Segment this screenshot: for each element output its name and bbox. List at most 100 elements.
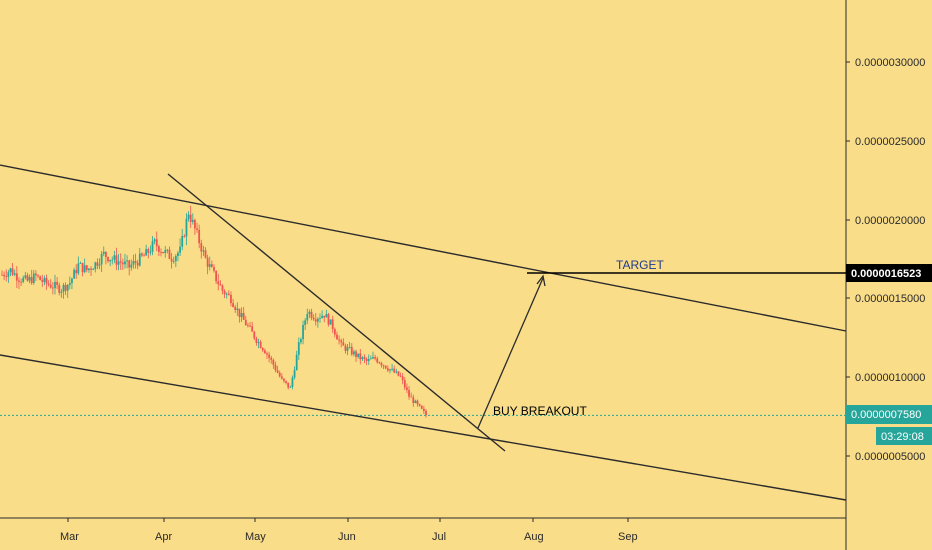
candle-body [83,265,86,273]
candle-body [73,269,75,279]
candle-body [285,380,287,383]
candle-body [204,250,207,258]
candle-body [272,359,275,365]
candle-body [151,241,154,252]
candle-body [418,404,421,406]
candle-body [79,262,82,264]
candle-body [270,357,273,360]
time-tick-label: Apr [155,531,172,543]
candle-body [168,249,171,259]
target-annotation[interactable]: TARGET [616,258,664,272]
candle-body [219,284,222,286]
time-tick-marks [67,518,629,522]
candle-body [355,351,357,357]
candle-body [327,314,330,325]
candle-body [363,357,366,359]
candle-body [259,341,262,349]
candle-body [410,396,413,398]
candle-body [47,283,50,285]
candle-body [302,324,304,340]
candle-body [242,313,245,320]
candle-body [56,281,59,285]
candle-body [336,334,338,340]
candle-body [107,257,109,262]
candle-body [132,261,135,265]
candle-body [185,218,188,237]
candle-body [338,339,340,341]
candle-body [18,280,20,282]
candle-body [389,369,391,371]
candle-body [249,325,251,327]
candle-body [96,262,99,266]
candle-body [60,291,63,293]
candle-body [406,387,408,390]
candle-body [306,313,309,321]
candle-body [346,347,349,351]
countdown-label: 03:29:08 [881,431,924,443]
candle-body [221,285,224,291]
candle-body [183,236,186,237]
candle-body [232,303,234,307]
lower-channel-line[interactable] [0,354,847,501]
candle-body [35,273,37,276]
candle-body [15,273,18,281]
candle-body [331,319,334,330]
candle-body [408,389,410,397]
candle-body [251,326,254,332]
candle-body [43,278,46,282]
candle-body [26,275,29,281]
candle-body [202,250,205,252]
candle-body [213,266,215,271]
candle-body [376,358,379,363]
price-tick-label: 0.0000020000 [855,215,925,227]
candle-body [153,239,156,242]
candle-body [117,261,120,265]
candle-body [134,261,137,263]
candle-body [157,246,160,252]
candle-body [257,341,260,343]
falling-resistance-line[interactable] [167,173,506,452]
projection-arrow[interactable] [477,277,544,429]
candle-body [276,370,279,373]
candle-body [359,353,362,360]
candle-body [236,308,239,311]
candle-body [162,251,165,254]
candle-body [166,249,169,251]
candlestick-series [1,205,427,418]
candle-body [121,262,124,265]
candle-body [181,236,184,247]
candle-body [300,339,302,343]
candle-body [3,274,6,277]
candle-body [189,214,192,222]
candle-body [172,261,175,262]
target-price-label: 0.0000016523 [851,268,921,280]
candle-body [403,380,406,388]
candle-body [191,219,194,222]
candle-body [11,268,14,275]
candle-body [85,265,88,271]
candle-body [397,371,400,376]
candle-body [100,253,103,265]
candle-body [304,320,307,325]
candle-body [361,357,364,360]
candle-body [291,377,294,387]
upper-channel-line[interactable] [0,164,847,332]
candle-body [412,397,415,404]
buy-breakout-annotation[interactable]: BUY BREAKOUT [493,404,587,418]
candle-body [297,342,300,355]
candle-body [98,264,101,266]
candle-body [365,358,368,362]
candle-body [350,346,353,355]
candle-body [147,249,150,253]
candle-body [145,249,148,256]
candle-body [287,382,290,388]
current-price-badge [846,405,932,424]
candle-body [386,368,389,371]
candle-body [314,319,317,322]
candle-body [353,351,355,355]
price-tick-marks [846,61,850,457]
candle-body [177,252,179,257]
candle-body [28,277,31,281]
